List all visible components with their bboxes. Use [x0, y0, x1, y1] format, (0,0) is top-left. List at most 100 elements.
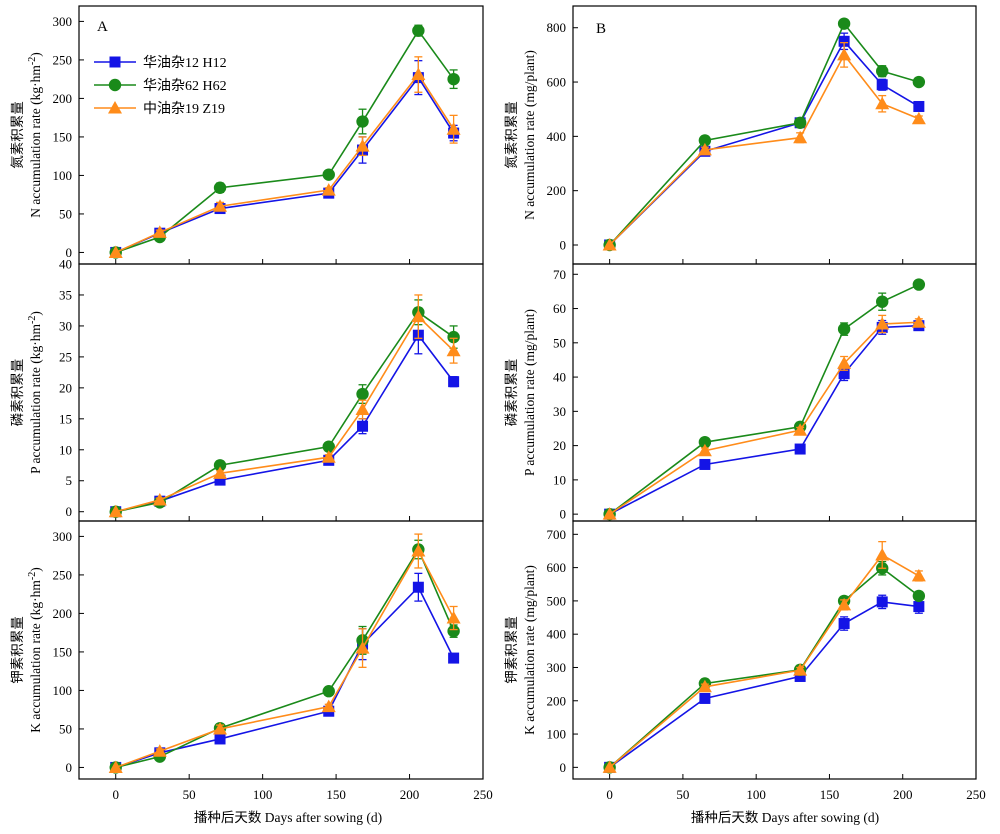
panel-a-n: 0 50 100 150 200 250 300 氮素积累量 N accumulation ra…: [10, 5, 484, 265]
plot-frame: [572, 263, 977, 522]
y-tick-label: 700: [547, 527, 567, 542]
y-tick-label: 100: [53, 683, 73, 698]
data-point: [355, 139, 370, 152]
data-point: [322, 168, 335, 181]
series-line: [115, 549, 455, 769]
data-point: [448, 376, 460, 388]
data-point: [913, 100, 925, 112]
series-line: [609, 567, 920, 768]
y-tick-label: 20: [553, 438, 566, 453]
data-point: [356, 115, 369, 128]
legend-item: 华油杂62 H62: [94, 78, 227, 94]
y-tick-label: 800: [547, 20, 567, 35]
data-point: [412, 581, 424, 593]
x-tick-label: 200: [400, 787, 420, 802]
x-axis-label-left: 播种后天数 Days after sowing (d): [194, 810, 382, 825]
legend-item: 华油杂12 H12: [94, 55, 227, 71]
panel-letter-a: A: [97, 19, 108, 35]
data-point: [322, 685, 335, 698]
x-tick-label: 100: [746, 787, 766, 802]
series-line: [609, 22, 920, 246]
series-line: [115, 315, 455, 513]
data-point: [837, 597, 852, 611]
data-point: [838, 618, 850, 630]
x-tick-label: 250: [473, 787, 493, 802]
data-point: [912, 278, 926, 291]
series-line: [609, 601, 919, 768]
series-1: [110, 315, 460, 518]
series-1: [110, 572, 460, 773]
data-point: [794, 670, 806, 682]
data-point: [213, 181, 227, 194]
panel-letter-b: B: [596, 21, 606, 37]
y-tick-label: 35: [59, 287, 72, 302]
series-1: [604, 319, 925, 520]
data-point: [602, 507, 617, 520]
y-tick-label: 50: [553, 335, 566, 350]
panel-b-k: 0 100 200 300 400 500 600 700 0 50 100 150 200 250 钾素积…: [504, 520, 986, 802]
y-tick-label: 150: [53, 129, 73, 144]
series-3: [602, 42, 926, 251]
data-point: [875, 316, 890, 330]
plot-frame: [78, 520, 484, 780]
y-axis-label-en: P accumulation rate (mg/plant): [522, 309, 537, 476]
y-tick-label: 400: [547, 129, 567, 144]
x-tick-label: 250: [966, 787, 986, 802]
data-point: [213, 199, 228, 212]
data-point: [837, 322, 851, 336]
panel-b-n: 0 200 400 600 800 氮素积累量 N accumulation rate (m…: [504, 5, 977, 265]
y-tick-label: 250: [53, 567, 73, 582]
y-axis-label-en: K accumulation rate (kg·hm-2): [27, 567, 43, 732]
x-tick-label: 0: [112, 787, 119, 802]
data-point: [213, 466, 228, 479]
series-2: [109, 299, 460, 518]
data-point: [876, 596, 888, 608]
legend-label: 华油杂12 H12: [143, 55, 227, 71]
data-point: [876, 295, 889, 308]
y-axis-label-en: P accumulation rate (kg·hm-2): [27, 311, 43, 474]
series-2: [603, 278, 926, 521]
data-point: [913, 601, 925, 613]
y-tick-label: 600: [547, 560, 567, 575]
y-axis-label-cn: 磷素积累量: [504, 359, 519, 427]
data-point: [876, 64, 889, 78]
y-tick-label: 5: [66, 473, 73, 488]
y-tick-label: 150: [53, 644, 73, 659]
data-point: [698, 435, 712, 449]
data-point: [838, 35, 850, 47]
y-tick-label: 70: [553, 267, 566, 282]
series-line: [609, 321, 919, 515]
data-point: [152, 225, 167, 238]
y-axis-label-main: P accumulation rate (kg·hm: [28, 324, 43, 474]
data-point: [412, 24, 425, 37]
y-tick-label: 300: [547, 660, 567, 675]
y-axis-label-en: N accumulation rate (kg·hm-2): [27, 52, 43, 217]
data-point: [838, 368, 850, 380]
y-axis-label-main: N accumulation rate (kg·hm: [28, 65, 43, 218]
y-tick-label: 40: [553, 370, 566, 385]
data-point: [911, 315, 926, 328]
legend-label: 华油杂62 H62: [143, 78, 227, 94]
series-3: [108, 533, 461, 773]
y-tick-label: 0: [66, 760, 73, 775]
data-point: [876, 79, 888, 91]
y-tick-label: 200: [547, 183, 567, 198]
series-2: [109, 539, 460, 774]
data-point: [108, 760, 123, 773]
data-point: [699, 458, 711, 470]
data-point: [911, 111, 926, 125]
legend-label: 中油杂19 Z19: [143, 101, 225, 117]
data-point: [411, 67, 426, 81]
y-axis-label-en: K accumulation rate (mg/plant): [522, 565, 537, 735]
y-tick-label: 50: [59, 721, 72, 736]
legend-marker: [108, 78, 122, 92]
series-line: [115, 547, 455, 769]
y-tick-label: 0: [66, 245, 73, 260]
y-axis-label-tail: ): [28, 567, 43, 572]
data-point: [321, 450, 336, 463]
x-tick-label: 100: [253, 787, 273, 802]
series-line: [115, 333, 455, 513]
panel-a-p: 0 5 10 15 20 25 30 35 40 磷素积累量 P accumulation rate…: [10, 257, 484, 522]
